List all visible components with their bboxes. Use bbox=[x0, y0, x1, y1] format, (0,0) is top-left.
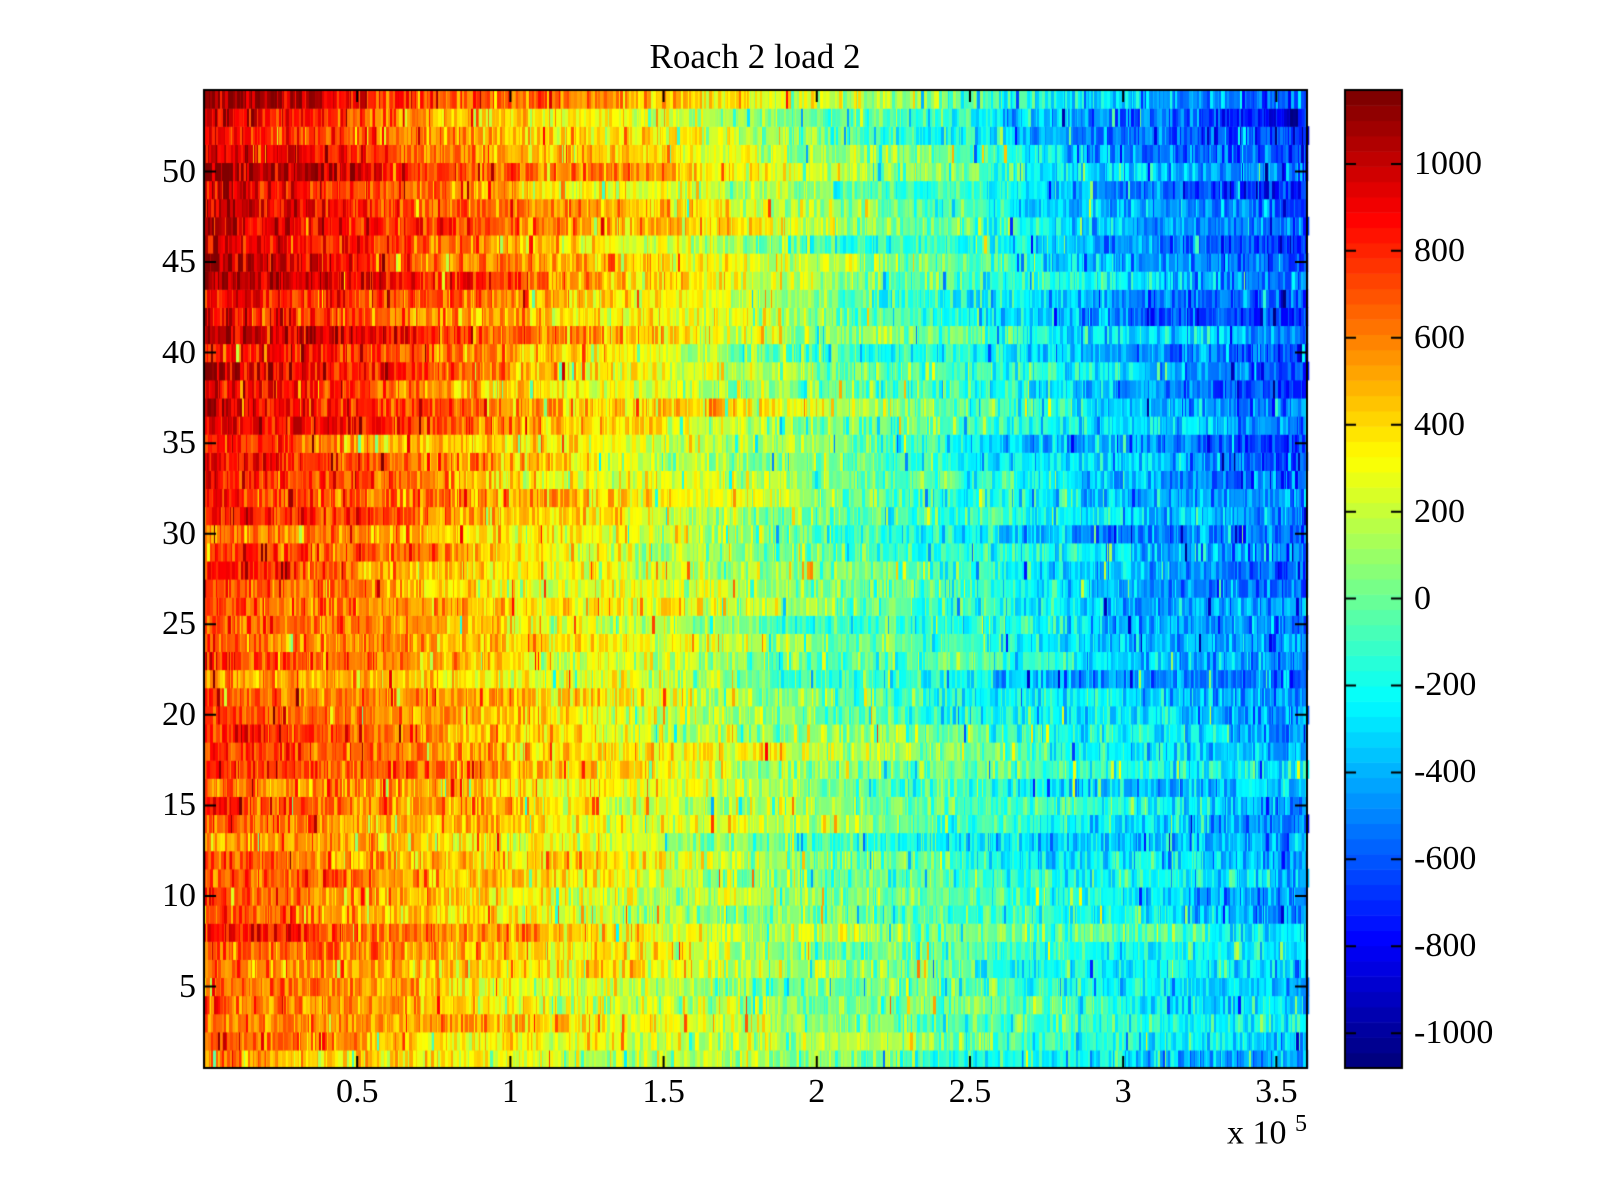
y-tick-label: 20 bbox=[162, 695, 196, 733]
x-tick-label: 0.5 bbox=[335, 1073, 379, 1110]
y-tick-label: 50 bbox=[162, 152, 196, 190]
colorbar-tick-label: -200 bbox=[1414, 666, 1477, 704]
x-axis-exponent-power: 5 bbox=[1295, 1111, 1307, 1137]
colorbar-tick-label: -1000 bbox=[1414, 1014, 1494, 1052]
x-tick-label: 3.5 bbox=[1255, 1073, 1298, 1110]
colorbar-tick-label: 0 bbox=[1414, 579, 1431, 617]
colorbar-tick-label: -600 bbox=[1414, 840, 1477, 878]
x-tick-label: 2.5 bbox=[948, 1073, 992, 1110]
colorbar-tick-label: 200 bbox=[1414, 492, 1465, 530]
x-tick-label: 1 bbox=[501, 1073, 519, 1110]
x-tick-label: 2 bbox=[808, 1073, 826, 1110]
x-tick-label: 3 bbox=[1114, 1073, 1132, 1110]
y-tick-label: 30 bbox=[162, 514, 196, 552]
colorbar-tick-label: 800 bbox=[1414, 231, 1465, 269]
y-tick-label: 10 bbox=[162, 876, 196, 914]
y-tick-label: 25 bbox=[162, 605, 196, 643]
colorbar-tick-label: 1000 bbox=[1414, 144, 1482, 182]
x-tick-label: 1.5 bbox=[642, 1073, 685, 1110]
colorbar-tick-label: -800 bbox=[1414, 927, 1477, 965]
colorbar-tick-label: 600 bbox=[1414, 318, 1465, 356]
x-axis-exponent-prefix: x 10 bbox=[1227, 1114, 1287, 1152]
chart-title: Roach 2 load 2 bbox=[649, 37, 861, 76]
y-tick-label: 5 bbox=[179, 967, 196, 1005]
colorbar-tick-label: 400 bbox=[1414, 405, 1465, 443]
y-tick-label: 35 bbox=[162, 424, 196, 462]
y-tick-label: 45 bbox=[162, 243, 196, 281]
colorbar-tick-label: -400 bbox=[1414, 753, 1477, 791]
y-tick-label: 40 bbox=[162, 333, 196, 371]
x-axis-exponent: x 10 5 bbox=[1167, 1112, 1307, 1150]
y-tick-label: 15 bbox=[162, 786, 196, 824]
